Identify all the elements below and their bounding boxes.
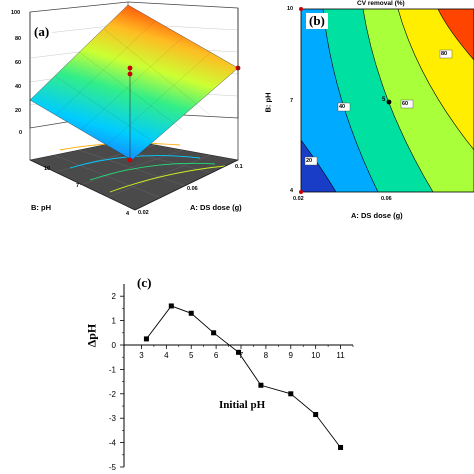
x-tick-label: 7	[239, 351, 244, 360]
x-axis-label: A: DS dose (g)	[190, 203, 242, 212]
contour-title: CV removal (%)	[357, 0, 405, 7]
x-tick: 0.1	[235, 164, 243, 170]
y-tick: 10	[44, 166, 51, 172]
design-point	[299, 7, 303, 11]
y-tick: 7	[290, 98, 294, 104]
y-tick-label: -5	[109, 463, 117, 472]
design-point	[127, 157, 133, 163]
z-tick: 80	[15, 36, 22, 42]
data-point	[338, 444, 344, 450]
y-tick-label: -2	[109, 390, 117, 399]
y-axis-line	[29, 159, 136, 211]
data-point	[143, 336, 149, 342]
y-tick: 4	[126, 211, 130, 217]
surface-plot-3d	[29, 1, 241, 211]
y-tick-label: 0	[112, 341, 117, 350]
y-tick-label: 2	[112, 292, 117, 301]
x-tick-label: 8	[264, 351, 269, 360]
data-point	[288, 391, 294, 397]
x-tick-label: 5	[189, 351, 194, 360]
y-tick-label: -4	[109, 439, 117, 448]
x-tick-label: 3	[139, 351, 144, 360]
contour-label: 40	[339, 104, 346, 110]
x-tick: 0.02	[138, 210, 149, 216]
x-axis-line	[134, 159, 239, 211]
y-tick-label: 1	[112, 317, 117, 326]
x-axis-label: Initial pH	[219, 399, 266, 411]
z-tick: 20	[15, 108, 22, 114]
data-point	[236, 349, 242, 355]
y-axis-label: B: pH	[31, 203, 51, 212]
y-tick-label: -1	[109, 365, 117, 374]
y-axis-label: B: pH	[263, 92, 273, 113]
x-tick: 0.06	[187, 186, 198, 192]
y-tick: 4	[290, 188, 294, 194]
y-tick-label: -3	[109, 414, 117, 423]
panel-c-label: (c)	[134, 275, 155, 291]
x-tick-label: 10	[311, 351, 320, 360]
data-point	[258, 382, 264, 388]
contour-label: 20	[306, 158, 313, 164]
center-point	[386, 99, 392, 105]
panel-b-label: (b)	[306, 13, 328, 29]
x-tick-label: 9	[289, 351, 294, 360]
contour-label: 80	[441, 51, 448, 57]
data-point	[188, 310, 194, 316]
x-tick-label: 4	[164, 351, 169, 360]
y-tick: 10	[287, 6, 294, 12]
y-axis-label: ΔpH	[84, 323, 99, 348]
data-line	[146, 305, 341, 448]
z-tick: 40	[15, 84, 22, 90]
z-tick: 0	[19, 130, 23, 136]
contour-label: 60	[402, 101, 409, 107]
contour-label-boxes	[304, 49, 453, 166]
delta-ph-chart: 210-1-2-3-4-53 4 5 6 7 8 9 10 11	[109, 284, 354, 472]
data-point	[211, 330, 217, 336]
contour-plot	[299, 7, 474, 194]
x-axis-label: A: DS dose (g)	[351, 211, 403, 220]
design-point	[299, 190, 303, 194]
x-tick-label: 11	[336, 351, 345, 360]
design-point	[127, 71, 133, 77]
surface-mesh	[54, 20, 212, 146]
center-point-label: 5	[382, 97, 386, 103]
data-point	[168, 303, 174, 309]
data-point	[313, 412, 319, 418]
panel-a-label: (a)	[31, 24, 53, 40]
plot-frame	[300, 8, 474, 193]
y-tick: 7	[76, 183, 80, 189]
z-tick: 100	[11, 10, 21, 16]
design-point	[127, 65, 133, 71]
x-tick: 0.02	[293, 196, 304, 202]
x-tick: 0.06	[381, 196, 392, 202]
x-tick-label: 6	[214, 351, 219, 360]
z-tick: 60	[15, 60, 22, 66]
